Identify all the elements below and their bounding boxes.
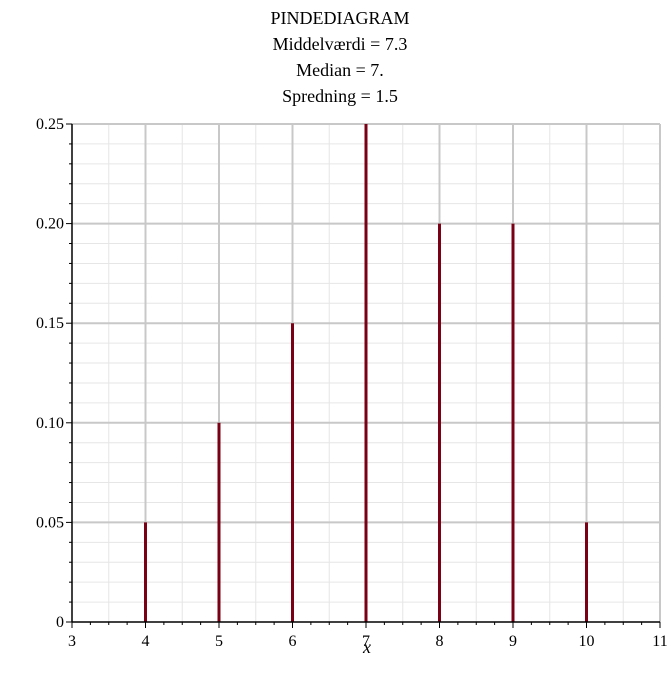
x-axis-label: x [362, 637, 371, 657]
x-tick-label: 7 [362, 633, 370, 650]
y-tick-label: 0.25 [36, 116, 64, 133]
x-tick-label: 4 [142, 633, 150, 650]
chart-spread-line: Spredning = 1.5 [282, 86, 398, 106]
y-tick-label: 0 [56, 614, 64, 631]
y-tick-label: 0.15 [36, 315, 64, 332]
chart-title: PINDEDIAGRAM [271, 8, 410, 28]
x-tick-label: 10 [579, 633, 595, 650]
chart-median-line: Median = 7. [296, 60, 384, 80]
x-tick-label: 5 [215, 633, 223, 650]
y-tick-label: 0.20 [36, 216, 64, 233]
x-tick-label: 8 [436, 633, 444, 650]
y-tick-label: 0.10 [36, 415, 64, 432]
x-tick-label: 11 [652, 633, 667, 650]
y-tick-label: 0.05 [36, 514, 64, 531]
x-tick-label: 3 [68, 633, 76, 650]
x-tick-label: 6 [289, 633, 297, 650]
ticks [66, 123, 661, 628]
tick-labels: 3 4 5 6 7 8 9 10 11 0 0.05 0.10 0.15 0.20 0.25 [36, 116, 668, 650]
stems [144, 124, 588, 622]
x-tick-label: 9 [509, 633, 517, 650]
chart-mean-line: Middelværdi = 7.3 [273, 34, 408, 54]
